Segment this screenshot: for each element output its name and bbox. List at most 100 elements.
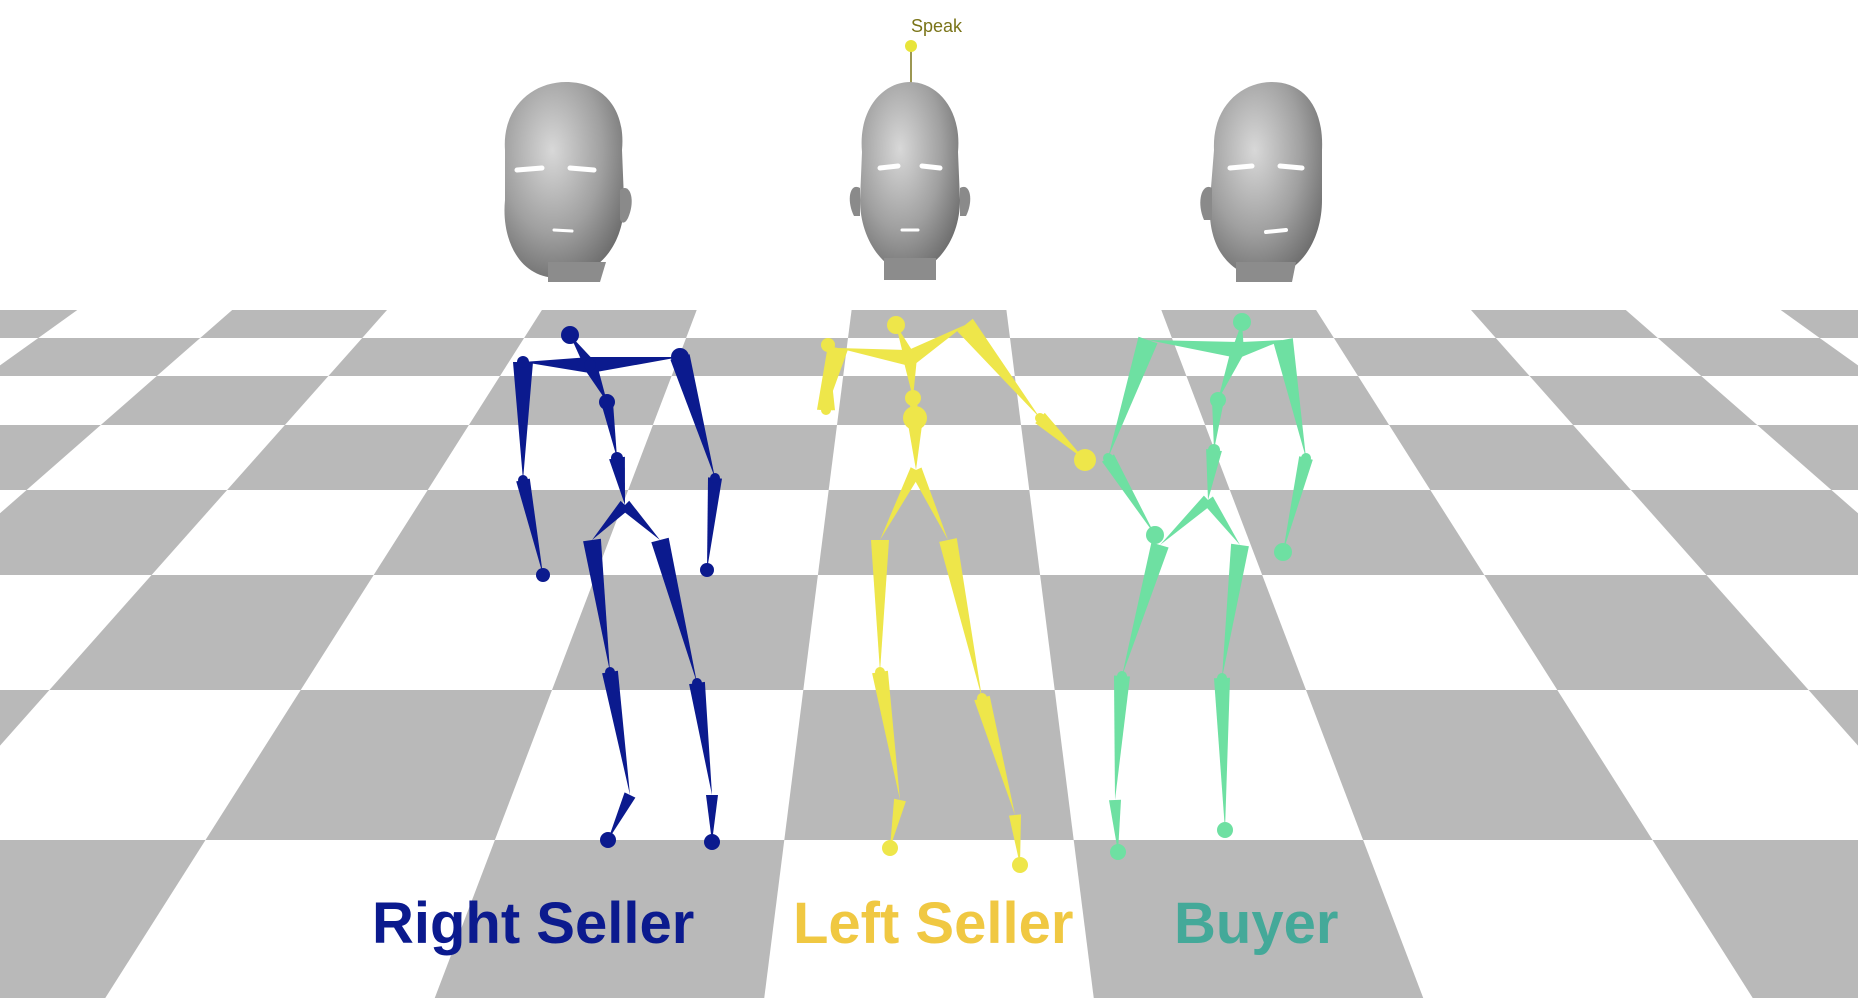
floor-tile [100,376,329,425]
floor-tile [1186,376,1390,425]
floor-tile [1229,490,1485,575]
skeleton-joint [561,326,579,344]
skeleton-buyer [1102,313,1313,860]
skeleton-joint [903,406,927,430]
skeleton-joint [1012,857,1028,873]
skeleton-bone [903,357,917,398]
skeleton-bone [1218,347,1245,400]
skeleton-joint [1233,313,1251,331]
skeleton-joint [1035,413,1045,423]
skeleton-bone [601,400,617,458]
skeleton-bone [1214,677,1230,830]
skeleton-bone [602,670,630,795]
skeleton-joint [517,356,529,368]
skeleton-joint [671,348,689,366]
skeleton-bone [939,538,982,698]
floor-tile [328,338,525,376]
skeleton-bone [516,478,543,575]
skeleton-bone [1160,495,1213,545]
heads-group [504,82,1323,282]
skeleton-joint [887,316,905,334]
skeleton-bone [974,695,1015,815]
skeleton-bone [957,318,1040,418]
skeleton-joint [1217,673,1227,683]
skeleton-joint [977,693,987,703]
floor-tile [1073,840,1424,998]
skeleton-bone [1283,456,1313,552]
skeleton-bone [589,357,680,373]
skeleton-bone [513,362,533,480]
skeleton-joint [904,352,916,364]
floor-tile [0,310,78,338]
floor-tile [227,425,469,490]
speak-indicator-dot [905,40,917,52]
skeleton-bone [1206,449,1222,500]
skeleton-bone [583,538,610,672]
floor-tile [373,490,629,575]
skeleton-bone [670,354,715,478]
skeleton-bone [880,467,922,540]
skeleton-bone [1035,412,1085,460]
skeleton-bone [872,670,900,800]
skeleton-joint [692,678,702,688]
skeleton-joint [821,338,835,352]
skeleton-bone [1236,340,1283,358]
floor-tile [1389,425,1631,490]
floor-tile [0,690,50,746]
floor-tile [1021,425,1230,490]
floor-tile [205,690,552,840]
floor-tile [200,310,387,338]
skeleton-bone [1009,814,1021,865]
skeleton-joint [821,405,831,415]
skeleton-bone [907,417,923,470]
floor-tile [0,425,101,490]
skeleton-bone [1108,336,1158,458]
floor-tile [784,690,1074,840]
speak-indicator-label: Speak [911,16,963,36]
floor-tile [1780,310,1858,338]
floor-tile [0,490,228,575]
skeleton-bone [609,456,625,505]
floor-tile [671,338,848,376]
skeleton-joint [611,452,623,464]
skeleton-joint [605,667,615,677]
head-buyer [1200,82,1323,282]
floor-tile [1808,690,1858,746]
skeleton-bone [905,325,965,365]
skeleton-bone [1114,675,1130,800]
skeleton-bone [1212,399,1224,450]
skeleton-joint [1301,453,1311,463]
skeleton-joint [905,390,921,406]
skeleton-joint [1217,822,1233,838]
skeleton-bone [838,348,912,366]
skeleton-joint [536,568,550,582]
skeleton-bone [1222,543,1249,678]
head-left-seller [849,82,971,280]
skeleton-joint [1117,671,1127,681]
skeleton-joint [710,473,720,483]
skeleton-joint [599,394,615,410]
floor-tile [1010,338,1187,376]
skeleton-bone [890,798,906,848]
skeleton-bone [1203,496,1240,545]
floor-tile [1471,310,1658,338]
skeleton-bone [1102,454,1155,535]
skeleton-joint [1208,444,1220,456]
skeleton-joint [1274,543,1292,561]
floor-tile [1757,425,1858,490]
skeleton-joint [704,834,720,850]
floor-tile [1306,690,1653,840]
skeleton-bone [1148,340,1239,358]
skeleton-bone [523,357,591,373]
floor-tile [1652,840,1858,998]
head-right-seller [504,82,632,282]
character-label-buyer: Buyer [1174,891,1339,956]
skeleton-bone [620,500,660,540]
floor-tile [628,425,837,490]
skeleton-joint [1146,526,1164,544]
floor-tile [1630,490,1858,575]
floor-tile [0,840,206,998]
floor-tile [837,376,1021,425]
floor-tile [49,575,374,690]
